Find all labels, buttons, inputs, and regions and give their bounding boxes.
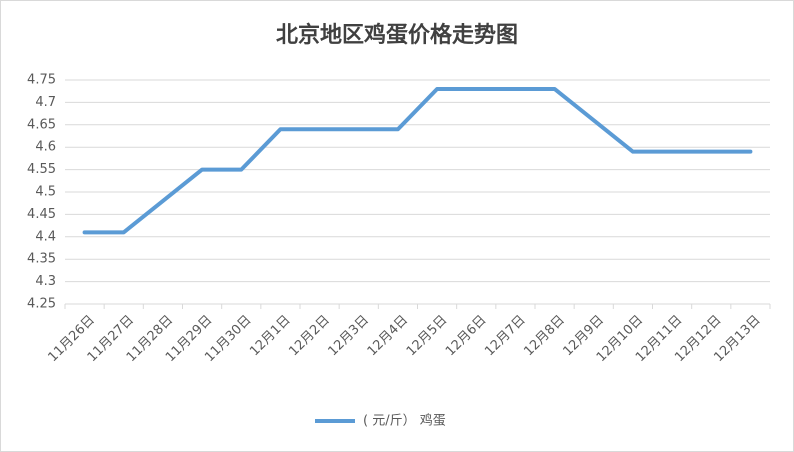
chart-title: 北京地区鸡蛋价格走势图	[276, 22, 518, 48]
legend-label: ( 元/斤） 鸡蛋	[363, 413, 446, 429]
line-series	[82, 86, 753, 235]
y-tick-label: 4.35	[27, 252, 56, 267]
y-tick-label: 4.45	[27, 207, 56, 222]
y-tick-label: 4.5	[35, 185, 56, 200]
y-tick-label: 4.75	[27, 73, 56, 88]
y-tick-label: 4.3	[35, 274, 56, 289]
y-tick-label: 4.65	[27, 117, 56, 132]
y-tick-label: 4.25	[27, 297, 56, 312]
y-tick-label: 4.6	[35, 140, 56, 155]
y-tick-label: 4.7	[35, 95, 56, 110]
y-tick-label: 4.55	[27, 162, 56, 177]
y-tick-label: 4.4	[35, 229, 56, 244]
